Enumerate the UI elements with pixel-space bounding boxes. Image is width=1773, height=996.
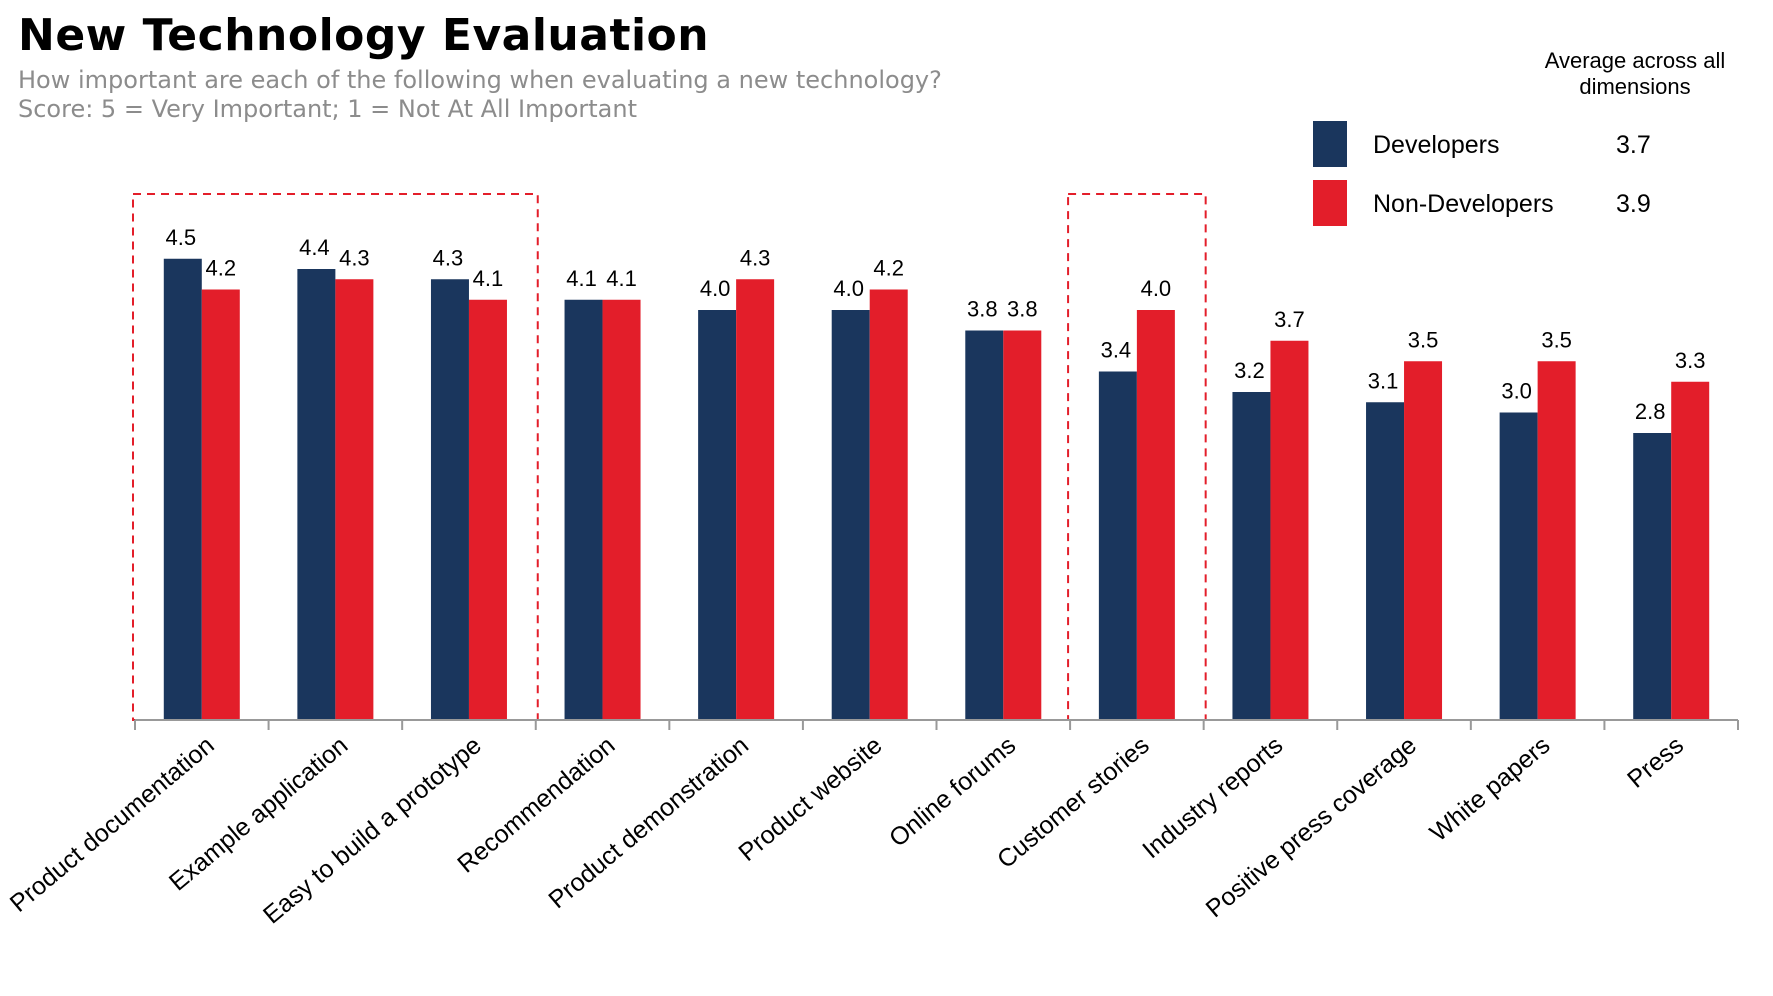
bar-non-developers-recommendation: [602, 299, 641, 720]
data-label-non-developers-online-forums: 3.8: [1007, 297, 1038, 322]
category-label-white-papers: White papers: [1425, 731, 1556, 847]
legend-swatch-developers: [1313, 121, 1347, 167]
bar-non-developers-product-website: [869, 289, 908, 720]
legend-label-developers: Developers: [1373, 131, 1500, 159]
data-label-developers-easy-to-build-a-prototype: 4.3: [433, 245, 464, 270]
bar-non-developers-white-papers: [1537, 361, 1576, 720]
category-label-product-website: Product website: [733, 731, 887, 867]
bar-developers-online-forums: [965, 330, 1004, 720]
bar-developers-recommendation: [564, 299, 603, 720]
data-label-developers-press: 2.8: [1635, 399, 1666, 424]
data-label-developers-product-demonstration: 4.0: [700, 276, 731, 301]
highlight-box-1: [132, 193, 539, 721]
data-label-non-developers-white-papers: 3.5: [1541, 327, 1572, 352]
bar-developers-press: [1633, 433, 1672, 720]
bar-non-developers-product-documentation: [201, 289, 240, 720]
category-label-easy-to-build-a-prototype: Easy to build a prototype: [258, 731, 487, 929]
bar-developers-industry-reports: [1232, 392, 1271, 720]
chart-title: New Technology Evaluation: [18, 10, 710, 61]
bar-developers-easy-to-build-a-prototype: [430, 279, 469, 720]
bar-developers-product-demonstration: [698, 310, 737, 720]
data-label-non-developers-recommendation: 4.1: [606, 266, 637, 291]
category-label-positive-press-coverage: Positive press coverage: [1201, 731, 1422, 923]
data-label-non-developers-positive-press-coverage: 3.5: [1408, 327, 1439, 352]
bar-developers-customer-stories: [1098, 371, 1137, 720]
data-label-non-developers-easy-to-build-a-prototype: 4.1: [473, 266, 504, 291]
bar-non-developers-example-application: [335, 279, 374, 720]
data-label-non-developers-customer-stories: 4.0: [1141, 276, 1172, 301]
data-label-developers-example-application: 4.4: [299, 235, 330, 260]
data-label-developers-customer-stories: 3.4: [1101, 338, 1132, 363]
data-label-developers-product-website: 4.0: [833, 276, 864, 301]
legend-average-non-developers: 3.9: [1616, 190, 1651, 218]
category-label-press: Press: [1622, 731, 1689, 794]
average-header: Average across all dimensions: [1544, 48, 1726, 99]
bar-developers-product-documentation: [163, 258, 202, 720]
category-label-online-forums: Online forums: [884, 731, 1021, 852]
data-label-non-developers-product-website: 4.2: [873, 256, 904, 281]
bar-developers-product-website: [831, 310, 870, 720]
bar-developers-positive-press-coverage: [1366, 402, 1405, 720]
bar-non-developers-easy-to-build-a-prototype: [468, 299, 507, 720]
chart-subtitle: How important are each of the following …: [18, 66, 942, 94]
data-label-non-developers-industry-reports: 3.7: [1274, 307, 1305, 332]
data-label-non-developers-product-demonstration: 4.3: [740, 245, 771, 270]
category-label-industry-reports: Industry reports: [1137, 731, 1288, 864]
data-label-developers-recommendation: 4.1: [566, 266, 597, 291]
bar-non-developers-online-forums: [1003, 330, 1042, 720]
bar-non-developers-customer-stories: [1136, 310, 1175, 720]
bar-non-developers-press: [1671, 381, 1710, 720]
data-label-non-developers-press: 3.3: [1675, 348, 1706, 373]
score-scale-note: Score: 5 = Very Important; 1 = Not At Al…: [18, 95, 637, 123]
data-label-developers-industry-reports: 3.2: [1234, 358, 1265, 383]
legend-label-non-developers: Non-Developers: [1373, 190, 1554, 218]
data-label-developers-product-documentation: 4.5: [165, 225, 196, 250]
bar-non-developers-product-demonstration: [736, 279, 775, 720]
bar-non-developers-positive-press-coverage: [1404, 361, 1443, 720]
data-label-developers-online-forums: 3.8: [967, 297, 998, 322]
legend-average-developers: 3.7: [1616, 131, 1651, 159]
bar-developers-white-papers: [1499, 412, 1538, 720]
bar-developers-example-application: [297, 269, 336, 720]
data-label-developers-white-papers: 3.0: [1501, 379, 1532, 404]
data-label-non-developers-example-application: 4.3: [339, 245, 370, 270]
bar-non-developers-industry-reports: [1270, 340, 1309, 720]
data-label-non-developers-product-documentation: 4.2: [205, 256, 236, 281]
data-label-developers-positive-press-coverage: 3.1: [1368, 368, 1399, 393]
legend-swatch-non-developers: [1313, 180, 1347, 226]
